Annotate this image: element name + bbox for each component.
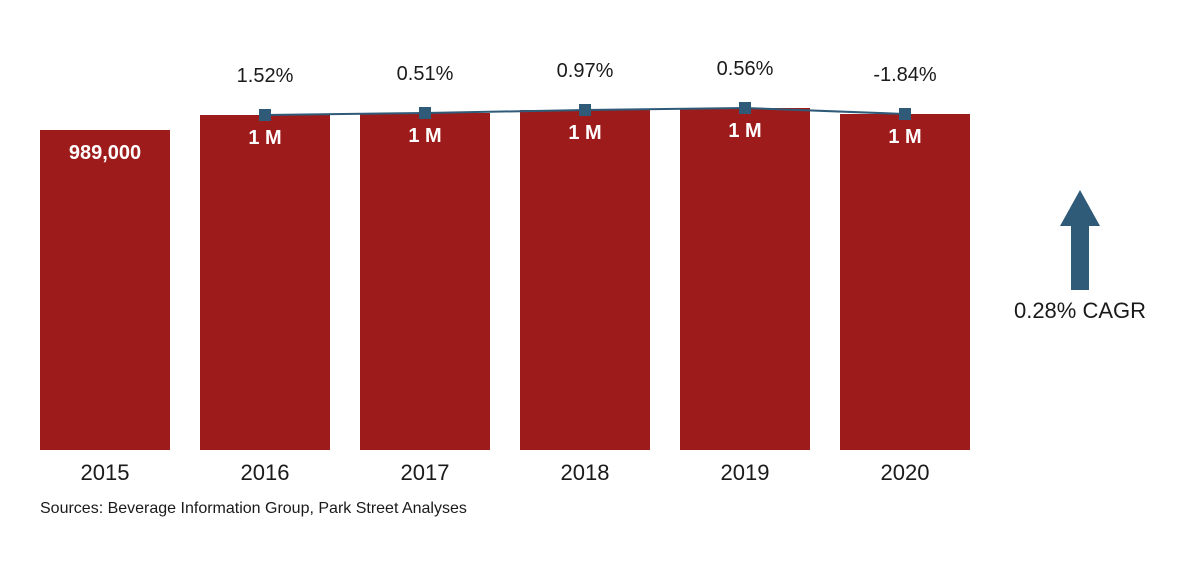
- bar-value-label: 1 M: [680, 120, 810, 143]
- x-axis-label: 2019: [680, 460, 810, 486]
- x-axis-label: 2015: [40, 460, 170, 486]
- plot-area: 989,000 1 M 1 M 1 M 1 M 1 M: [40, 70, 1000, 450]
- up-arrow-icon: [1060, 190, 1100, 290]
- bar-value-label: 1 M: [520, 122, 650, 145]
- bar-value-label: 1 M: [200, 127, 330, 150]
- bar: 1 M: [200, 115, 330, 450]
- growth-pct-label: 0.51%: [365, 63, 485, 86]
- chart-container: 989,0001 M1 M1 M1 M1 M 20152016201720182…: [0, 0, 1200, 563]
- x-axis-label: 2018: [520, 460, 650, 486]
- bar: 1 M: [360, 113, 490, 450]
- growth-pct-label: -1.84%: [845, 64, 965, 87]
- x-axis-label: 2016: [200, 460, 330, 486]
- x-axis-labels: 2015 2016 2017 2018 2019 2020: [40, 460, 1000, 490]
- cagr-text: 0.28% CAGR: [1000, 298, 1160, 324]
- bar-value-label: 989,000: [40, 142, 170, 165]
- growth-pct-label: 0.97%: [525, 60, 645, 83]
- cagr-callout: 0.28% CAGR: [1000, 190, 1160, 324]
- bar: 1 M: [680, 108, 810, 450]
- x-axis-label: 2017: [360, 460, 490, 486]
- growth-pct-label: 1.52%: [205, 65, 325, 88]
- bar: 1 M: [840, 114, 970, 450]
- x-axis-label: 2020: [840, 460, 970, 486]
- bar: 1 M: [520, 110, 650, 450]
- bar-value-label: 1 M: [360, 125, 490, 148]
- bar-value-label: 1 M: [840, 126, 970, 149]
- bar: 989,000: [40, 130, 170, 450]
- source-text: Sources: Beverage Information Group, Par…: [40, 500, 467, 517]
- growth-pct-label: 0.56%: [685, 58, 805, 81]
- source-citation: Sources: Beverage Information Group, Par…: [40, 500, 467, 518]
